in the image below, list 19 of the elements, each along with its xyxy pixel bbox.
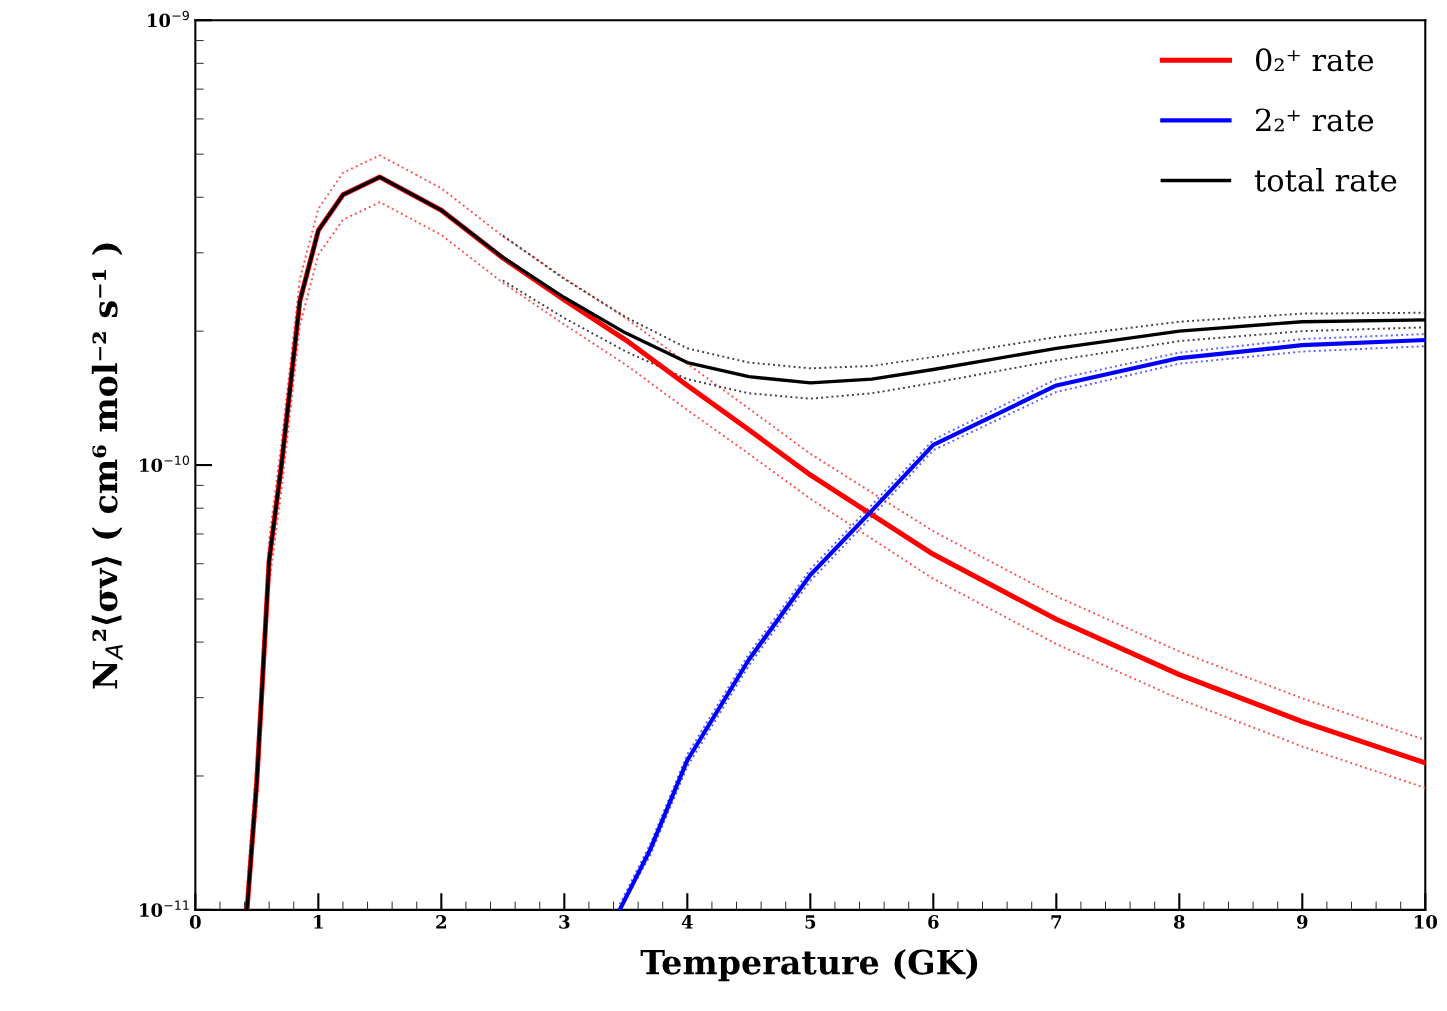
x-tick-label: 8: [1173, 915, 1185, 929]
x-tick-label: 9: [1297, 915, 1308, 929]
legend-label: total rate: [1254, 167, 1397, 192]
y-tick-label: 10$^{−11}$: [140, 900, 189, 917]
legend-label: 2₂⁺ rate: [1256, 108, 1374, 132]
x-tick-label: 6: [928, 915, 939, 929]
y-tick-label: 10$^{−10}$: [140, 455, 190, 473]
x-tick-label: 5: [805, 915, 816, 929]
x-tick-label: 3: [559, 915, 570, 929]
x-tick-label: 4: [681, 915, 693, 929]
y-tick-label: 10$^{−9}$: [148, 10, 189, 28]
x-tick-label: 10: [1414, 915, 1438, 929]
x-tick-label: 2: [436, 915, 446, 929]
y-axis-title: N$_{A}$²⟨σv⟩ ( cm⁶ mol⁻² s⁻¹ ): [91, 243, 123, 689]
x-tick-label: 0: [189, 915, 201, 929]
legend-label: 0₂⁺ rate: [1255, 48, 1374, 72]
x-axis-title: Temperature (GK): [640, 948, 978, 982]
x-tick-label: 7: [1051, 915, 1062, 929]
x-tick-label: 1: [314, 915, 323, 929]
